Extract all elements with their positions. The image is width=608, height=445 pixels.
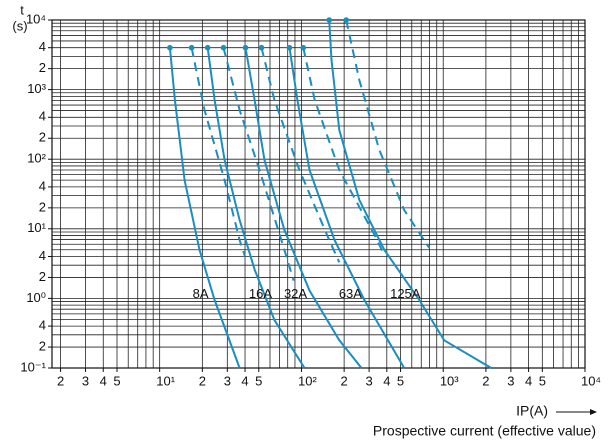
- x-axis-label: IP(A): [516, 403, 548, 419]
- arrow-head: [590, 409, 597, 415]
- x-tick-label: 5: [397, 373, 404, 388]
- y-tick-label: 10⁴: [26, 11, 46, 26]
- x-tick-label: 4: [525, 373, 532, 388]
- y-tick-label: 2: [39, 338, 46, 353]
- fuse-curve-solid: [328, 19, 492, 369]
- x-tick-label: 5: [255, 373, 262, 388]
- fuse-curve-dashed: [190, 47, 246, 257]
- x-tick-label: 5: [113, 373, 120, 388]
- y-tick-label: 2: [39, 60, 46, 75]
- x-tick-label: 3: [82, 373, 89, 388]
- fuse-curve-solid: [206, 47, 306, 369]
- y-tick-label: 10²: [27, 151, 46, 166]
- curve-start-dot: [167, 44, 173, 51]
- x-tick-label: 3: [224, 373, 231, 388]
- series-label: 125A: [390, 286, 421, 301]
- series-label: 16A: [249, 286, 272, 301]
- curve-start-dot: [326, 17, 333, 23]
- x-tick-label: 10³: [440, 373, 459, 388]
- y-tick-label: 10³: [27, 81, 46, 96]
- x-tick-label: 3: [365, 373, 372, 388]
- fuse-curve-dashed: [302, 47, 386, 256]
- curve-start-dot: [258, 44, 265, 51]
- y-tick-label: 2: [39, 199, 46, 214]
- y-tick-label: 2: [39, 130, 46, 145]
- y-tick-label: 10¹: [27, 220, 46, 235]
- series-label: 32A: [284, 286, 307, 301]
- x-tick-label: 10⁴: [581, 373, 601, 388]
- x-tick-label: 3: [507, 373, 514, 388]
- x-tick-label: 5: [539, 373, 546, 388]
- x-axis-sublabel: Prospective current (effective value): [373, 423, 596, 439]
- y-tick-label: 4: [39, 178, 46, 193]
- fuse-curve-dashed: [260, 47, 341, 263]
- x-tick-label: 2: [341, 373, 348, 388]
- fuse-curve-dashed: [222, 47, 295, 281]
- y-tick-label: 2: [39, 269, 46, 284]
- curve-start-dot: [204, 44, 211, 51]
- curve-start-dot: [343, 17, 350, 23]
- y-axis-unit: (s): [12, 18, 27, 33]
- plot-border: [51, 19, 586, 369]
- x-tick-label: 4: [241, 373, 248, 388]
- x-tick-label: 4: [383, 373, 390, 388]
- x-tick-label: 2: [199, 373, 206, 388]
- y-tick-label: 10⁻¹: [20, 359, 46, 374]
- y-tick-label: 4: [39, 318, 46, 333]
- y-axis-label: t: [20, 2, 24, 17]
- fuse-curve-dashed: [345, 19, 431, 249]
- curve-start-dot: [220, 44, 227, 51]
- x-tick-label: 10¹: [156, 373, 175, 388]
- fuse-curve-solid: [244, 47, 363, 369]
- series-label: 8A: [193, 286, 209, 301]
- y-tick-label: 10⁰: [26, 290, 46, 305]
- x-tick-label: 4: [100, 373, 107, 388]
- y-tick-label: 4: [39, 248, 46, 263]
- x-tick-label: 2: [482, 373, 489, 388]
- fuse-curve-solid: [288, 47, 406, 369]
- curve-start-dot: [188, 44, 195, 51]
- y-tick-label: 4: [39, 39, 46, 54]
- fuse-curve-solid: [168, 47, 241, 369]
- curve-start-dot: [286, 44, 293, 51]
- x-tick-label: 10²: [298, 373, 317, 388]
- curve-start-dot: [242, 44, 249, 51]
- series-label: 63A: [339, 286, 362, 301]
- x-tick-label: 2: [57, 373, 64, 388]
- y-tick-label: 4: [39, 109, 46, 124]
- curve-start-dot: [300, 44, 307, 51]
